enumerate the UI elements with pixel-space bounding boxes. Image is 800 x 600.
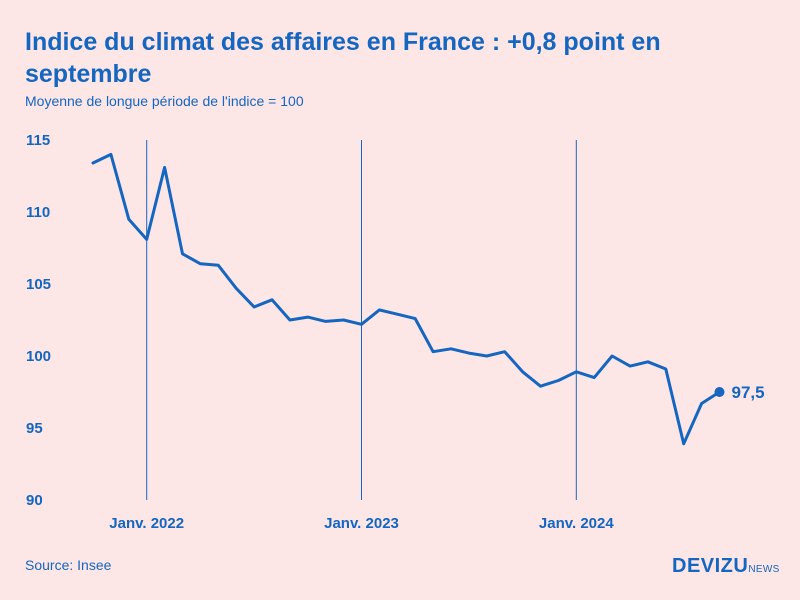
y-tick-label: 115 <box>26 132 50 149</box>
x-tick-label: Janv. 2023 <box>324 515 399 532</box>
logo-wordmark: DEVIZU <box>672 555 749 577</box>
last-value-label: 97,5 <box>732 383 765 402</box>
series-line <box>91 152 721 446</box>
chart-subtitle: Moyenne de longue période de l'indice = … <box>25 93 304 109</box>
source-note: Source: Insee <box>25 557 112 573</box>
y-tick-label: 90 <box>26 492 43 509</box>
y-tick-label: 100 <box>26 348 51 365</box>
y-tick-label: 105 <box>26 276 51 293</box>
y-axis: 115 110 105 100 95 90 <box>26 132 51 509</box>
grid-lines <box>146 140 577 500</box>
annotations: 97,5 <box>714 383 765 402</box>
x-axis: Janv. 2022 Janv. 2023 Janv. 2024 <box>109 515 614 532</box>
y-tick-label: 110 <box>26 204 50 221</box>
x-tick-label: Janv. 2024 <box>539 515 614 532</box>
x-tick-label: Janv. 2022 <box>109 515 184 532</box>
last-point-marker <box>714 387 725 397</box>
y-tick-label: 95 <box>26 420 43 437</box>
chart-title: Indice du climat des affaires en France … <box>25 28 661 88</box>
logo-suffix: NEWS <box>748 564 780 575</box>
series-group <box>91 152 721 446</box>
devizu-logo: DEVIZUNEWS <box>672 555 780 578</box>
